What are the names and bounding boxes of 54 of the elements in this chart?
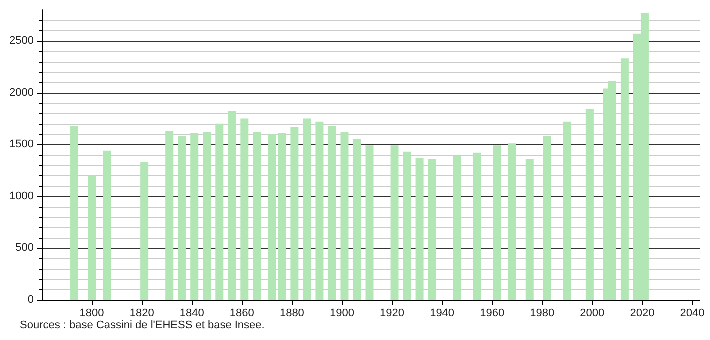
bar [166,131,174,300]
x-tick-label: 1860 [230,308,254,320]
bar [190,133,199,300]
bar [526,159,534,300]
bar [178,136,186,300]
bar [586,109,594,300]
bar [340,132,349,300]
x-tick-label: 1840 [180,308,204,320]
bar [353,139,362,300]
bar [563,122,572,300]
x-tick-label: 2020 [630,308,655,320]
bar [416,158,424,300]
y-tick-label: 0 [28,294,34,306]
x-tick-label: 2040 [680,308,705,320]
bar [240,118,249,300]
bar [366,146,374,300]
x-tick-label: 1820 [130,308,154,320]
bar [88,176,96,300]
y-tick-label: 500 [16,242,34,254]
bar [216,124,224,300]
bar [316,122,324,300]
x-tick-label: 1940 [430,308,455,320]
y-tick-label: 1500 [10,138,34,151]
bar [70,126,79,300]
x-tick-label: 1920 [380,308,405,320]
bar [303,118,312,300]
bar [453,156,462,300]
x-tick-label: 2000 [580,308,605,320]
bar [620,58,629,300]
x-tick-label: 1800 [80,308,104,320]
bar [428,159,436,300]
x-tick-label: 1960 [480,308,505,320]
x-tick-label: 1900 [330,308,354,320]
bar [140,162,149,300]
bar [253,132,262,300]
bar [493,146,502,300]
bar [508,144,516,300]
bar [268,134,276,300]
bar [473,152,482,300]
x-tick-label: 1980 [530,308,555,320]
x-tick-label: 1880 [280,308,304,320]
bar [203,132,212,300]
bar [228,112,236,300]
bar [290,127,299,300]
y-tick-label: 2000 [10,86,34,99]
bar [390,146,399,300]
source-note: Sources : base Cassini de l'EHESS et base Insee. [20,320,265,332]
bar [403,152,412,300]
bar [103,150,112,300]
bar [543,136,552,300]
bar [328,126,336,300]
bar [278,133,286,300]
y-tick-label: 2500 [10,35,34,48]
y-tick-label: 1000 [10,190,34,202]
